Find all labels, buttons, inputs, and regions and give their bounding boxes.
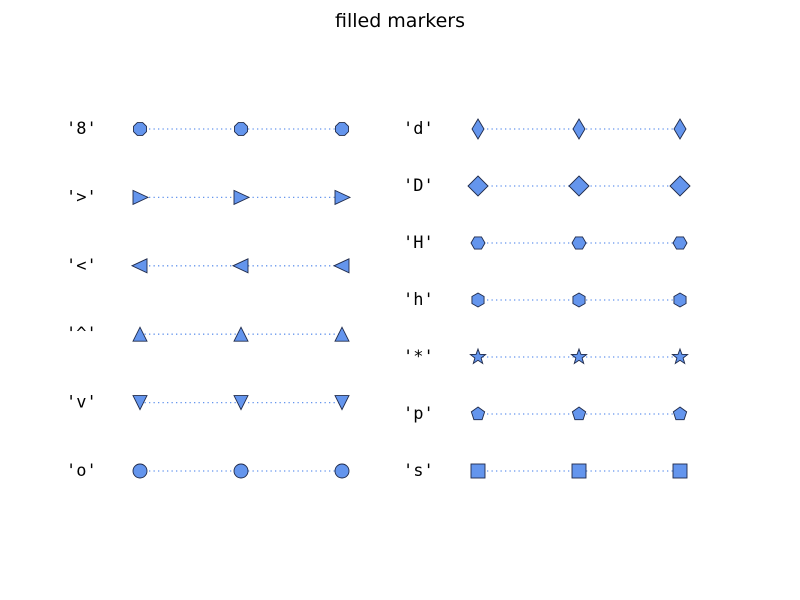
pentagon-marker [571, 406, 587, 421]
marker-row: 'D' [403, 175, 691, 197]
triangle-down-marker [334, 395, 350, 411]
left-panel: '8' '>' '<' '^' 'v' 'o' [66, 119, 352, 481]
triangle-down-marker [233, 395, 249, 411]
square-marker [571, 463, 587, 479]
diamond-marker [669, 175, 691, 197]
marker-row: 's' [403, 461, 688, 481]
marker-label: '<' [66, 256, 97, 276]
marker-row: '*' [403, 347, 689, 367]
marker-label: 'v' [66, 393, 97, 413]
square-marker [470, 463, 486, 479]
marker-label: '8' [66, 119, 97, 139]
triangle-right-marker [233, 189, 251, 206]
chart-title: filled markers [335, 10, 465, 32]
star-marker [469, 347, 487, 365]
diamond-marker [467, 175, 489, 197]
square-marker [672, 463, 688, 479]
marker-row: 'h' [403, 290, 687, 310]
marker-label: 'D' [403, 176, 434, 196]
pentagon-marker [470, 406, 486, 421]
marker-label: 'o' [66, 461, 97, 481]
marker-label: '^' [66, 324, 97, 344]
circle-marker [334, 463, 350, 479]
marker-row: 'v' [66, 393, 350, 413]
marker-row: '^' [66, 324, 350, 344]
marker-label: '*' [403, 347, 434, 367]
hexagon-pointy-marker [673, 292, 687, 308]
marker-row: '8' [66, 119, 349, 139]
triangle-right-marker [334, 189, 352, 206]
octagon-marker [234, 122, 248, 136]
star-marker [671, 347, 689, 365]
hexagon-flat-marker [672, 236, 688, 250]
circle-marker [233, 463, 249, 479]
triangle-right-marker [132, 189, 150, 206]
right-panel: 'd' 'D' 'H' 'h' '*' 'p' 's' [403, 118, 691, 481]
thin-diamond-marker [572, 118, 586, 140]
triangle-up-marker [233, 326, 249, 342]
octagon-marker [335, 122, 349, 136]
marker-label: 'h' [403, 290, 434, 310]
star-marker [570, 347, 588, 365]
hexagon-flat-marker [571, 236, 587, 250]
thin-diamond-marker [673, 118, 687, 140]
hexagon-flat-marker [470, 236, 486, 250]
thin-diamond-marker [471, 118, 485, 140]
marker-row: '>' [66, 187, 352, 207]
marker-label: '>' [66, 187, 97, 207]
marker-label: 'p' [403, 404, 434, 424]
triangle-down-marker [132, 395, 148, 411]
hexagon-pointy-marker [572, 292, 586, 308]
marker-label: 's' [403, 461, 434, 481]
octagon-marker [133, 122, 147, 136]
marker-row: '<' [66, 256, 350, 276]
marker-row: 'o' [66, 461, 350, 481]
marker-row: 'd' [403, 118, 687, 140]
marker-row: 'p' [403, 404, 688, 424]
triangle-up-marker [132, 326, 148, 342]
triangle-up-marker [334, 326, 350, 342]
diamond-marker [568, 175, 590, 197]
triangle-left-marker [231, 258, 249, 274]
marker-label: 'd' [403, 119, 434, 139]
triangle-left-marker [332, 258, 350, 274]
marker-label: 'H' [403, 233, 434, 253]
marker-row: 'H' [403, 233, 688, 253]
pentagon-marker [672, 406, 688, 421]
hexagon-pointy-marker [471, 292, 485, 308]
triangle-left-marker [130, 258, 148, 274]
circle-marker [132, 463, 148, 479]
